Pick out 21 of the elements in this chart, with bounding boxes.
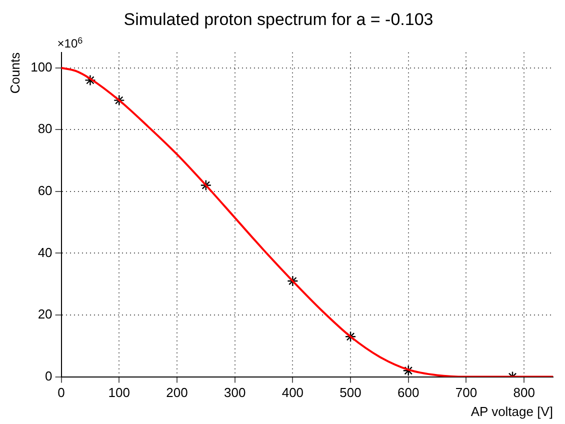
x-tick-label: 800 xyxy=(513,385,535,400)
x-tick-label: 400 xyxy=(282,385,304,400)
y-tick-label: 60 xyxy=(38,183,52,198)
y-tick-label: 80 xyxy=(38,121,52,136)
y-tick-label: 40 xyxy=(38,244,52,260)
x-axis-title: AP voltage [V] xyxy=(470,404,553,419)
x-tick-label: 0 xyxy=(58,385,65,400)
x-tick-label: 700 xyxy=(455,385,478,400)
chart-title: Simulated proton spectrum for a = -0.103 xyxy=(124,10,434,29)
y-tick-label: 20 xyxy=(38,306,52,322)
x-tick-label: 500 xyxy=(340,385,362,400)
y-axis-title: Counts xyxy=(7,52,22,94)
x-tick-label: 200 xyxy=(166,385,188,400)
y-tick-label: 0 xyxy=(45,368,52,384)
point xyxy=(402,365,414,376)
x-tick-label: 600 xyxy=(398,385,420,400)
point xyxy=(84,74,96,86)
y-tick-label: 100 xyxy=(30,59,52,74)
x-tick-label: 300 xyxy=(224,385,246,400)
x-tick-label: 100 xyxy=(108,385,130,400)
point xyxy=(287,275,298,287)
